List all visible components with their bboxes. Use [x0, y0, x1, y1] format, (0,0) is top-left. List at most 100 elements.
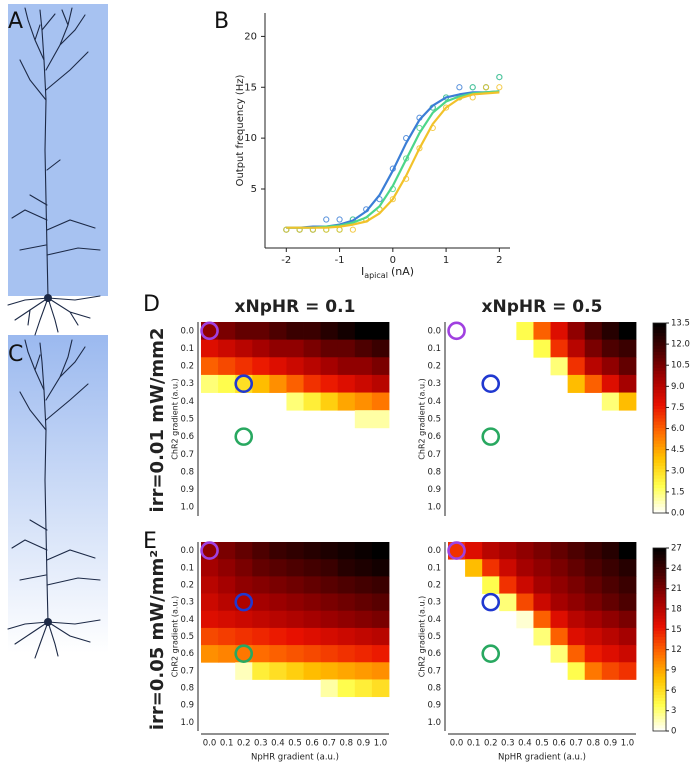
colorbar-segment: [653, 487, 666, 492]
colorbar-segment: [653, 602, 666, 607]
heatmap-cell: [601, 339, 620, 358]
colorbar-segment: [653, 411, 666, 416]
colorbar-segment: [653, 691, 666, 695]
heatmap-cell: [303, 559, 322, 577]
row-title: irr=0.05 mW/mm²: [147, 550, 168, 730]
x-tick-label: 0.0: [450, 739, 464, 749]
heatmap-cell: [218, 322, 236, 341]
heatmap-cell: [320, 357, 339, 376]
colorbar-segment: [653, 468, 666, 473]
y-tick-label: 0.2: [427, 362, 441, 372]
heatmap-cell: [320, 645, 339, 663]
colorbar-segment: [653, 446, 666, 451]
heatmap-cell: [550, 593, 569, 612]
heatmap-cell: [499, 542, 517, 560]
heatmap-cell: [303, 374, 322, 393]
x-tick-label: 0.8: [340, 739, 354, 749]
data-point: [389, 196, 396, 203]
y-tick-label: 0.5: [427, 415, 441, 425]
colorbar-tick-label: 0: [671, 727, 676, 737]
y-tick-label: 0.5: [180, 415, 194, 425]
y-tick-label: 20: [244, 31, 257, 42]
colorbar-tick-label: 3: [671, 706, 676, 716]
heatmap-cell: [618, 662, 637, 680]
heatmap-cell: [567, 593, 586, 612]
x-tick-label: 1: [443, 255, 449, 266]
heatmap-cell: [354, 322, 373, 341]
heatmap-cell: [354, 392, 373, 411]
heatmap-cell: [354, 559, 373, 577]
heatmap-cell: [337, 610, 356, 629]
fit-line: [286, 90, 500, 229]
heatmap-cell: [218, 610, 236, 629]
heatmap-cell: [482, 559, 500, 577]
colorbar-segment: [653, 437, 666, 441]
heatmap-cell: [371, 322, 390, 341]
heatmap-cell: [320, 392, 339, 411]
heatmap-cell: [286, 559, 304, 577]
heatmap-cell: [584, 662, 603, 680]
panel-label: B: [214, 9, 229, 34]
heatmap-cell: [516, 322, 534, 341]
heatmap-cell: [235, 593, 253, 612]
colorbar-segment: [653, 706, 666, 711]
colorbar-segment: [653, 551, 666, 555]
heatmap-cell: [303, 542, 322, 560]
colorbar-tick-label: 27: [671, 544, 682, 554]
y-tick-label: 0.9: [180, 701, 194, 711]
heatmap-cell: [235, 339, 253, 358]
heatmap-cell: [286, 576, 304, 594]
heatmap-cell: [337, 627, 356, 646]
heatmap-cell: [584, 374, 603, 393]
panel-a-background: [8, 4, 108, 296]
colorbar-segment: [653, 465, 666, 470]
colorbar-segment: [653, 557, 666, 561]
colorbar-segment: [653, 471, 666, 476]
heatmap-cell: [201, 593, 219, 612]
x-axis-label: NpHR gradient (a.u.): [251, 753, 339, 763]
x-tick-label: 0.9: [357, 739, 371, 749]
heatmap-cell: [337, 576, 356, 594]
heatmap-cell: [320, 559, 339, 577]
y-tick-label: 1.0: [180, 718, 194, 728]
x-tick-label: 0.3: [501, 739, 515, 749]
colorbar-tick-label: 9: [671, 666, 676, 676]
heatmap-cell: [235, 542, 253, 560]
y-tick-label: 10: [244, 133, 257, 144]
heatmap-cell: [337, 559, 356, 577]
fit-line: [286, 91, 500, 229]
heatmap-cell: [354, 339, 373, 358]
colorbar-segment: [653, 648, 666, 653]
y-tick-label: 0.0: [180, 326, 194, 336]
y-tick-label: 1.0: [427, 503, 441, 513]
heatmap-cell: [371, 610, 390, 629]
y-tick-label: 0.8: [180, 684, 194, 694]
heatmap-cell: [533, 559, 551, 577]
colorbar-tick-label: 12: [671, 645, 682, 655]
heatmap-cell: [235, 610, 253, 629]
y-tick-label: 0.0: [427, 326, 441, 336]
heatmap-cell: [320, 593, 339, 612]
heatmap-cell: [618, 374, 637, 393]
heatmap-cell: [337, 339, 356, 358]
heatmap-cell: [567, 627, 586, 646]
x-tick-label: 0.4: [271, 739, 285, 749]
heatmap-cell: [201, 559, 219, 577]
y-tick-label: 0.7: [180, 450, 194, 460]
y-tick-label: 1.0: [427, 718, 441, 728]
colorbar-segment: [653, 645, 666, 650]
x-label-sub: apical: [364, 271, 388, 280]
colorbar-segment: [653, 682, 666, 686]
heatmap-cell: [584, 357, 603, 376]
heatmap-cell: [252, 627, 270, 646]
colorbar-segment: [653, 599, 666, 604]
heatmap-cell: [201, 610, 219, 629]
heatmap-cell: [269, 576, 287, 594]
heatmap-cell: [286, 339, 304, 358]
y-tick-label: 0.9: [427, 485, 441, 495]
y-tick-label: 0.4: [180, 397, 194, 407]
colorbar-tick-label: 1.5: [671, 487, 685, 497]
heatmap-cell: [354, 645, 373, 663]
y-axis-label: ChR2 gradient (a.u.): [418, 596, 427, 677]
